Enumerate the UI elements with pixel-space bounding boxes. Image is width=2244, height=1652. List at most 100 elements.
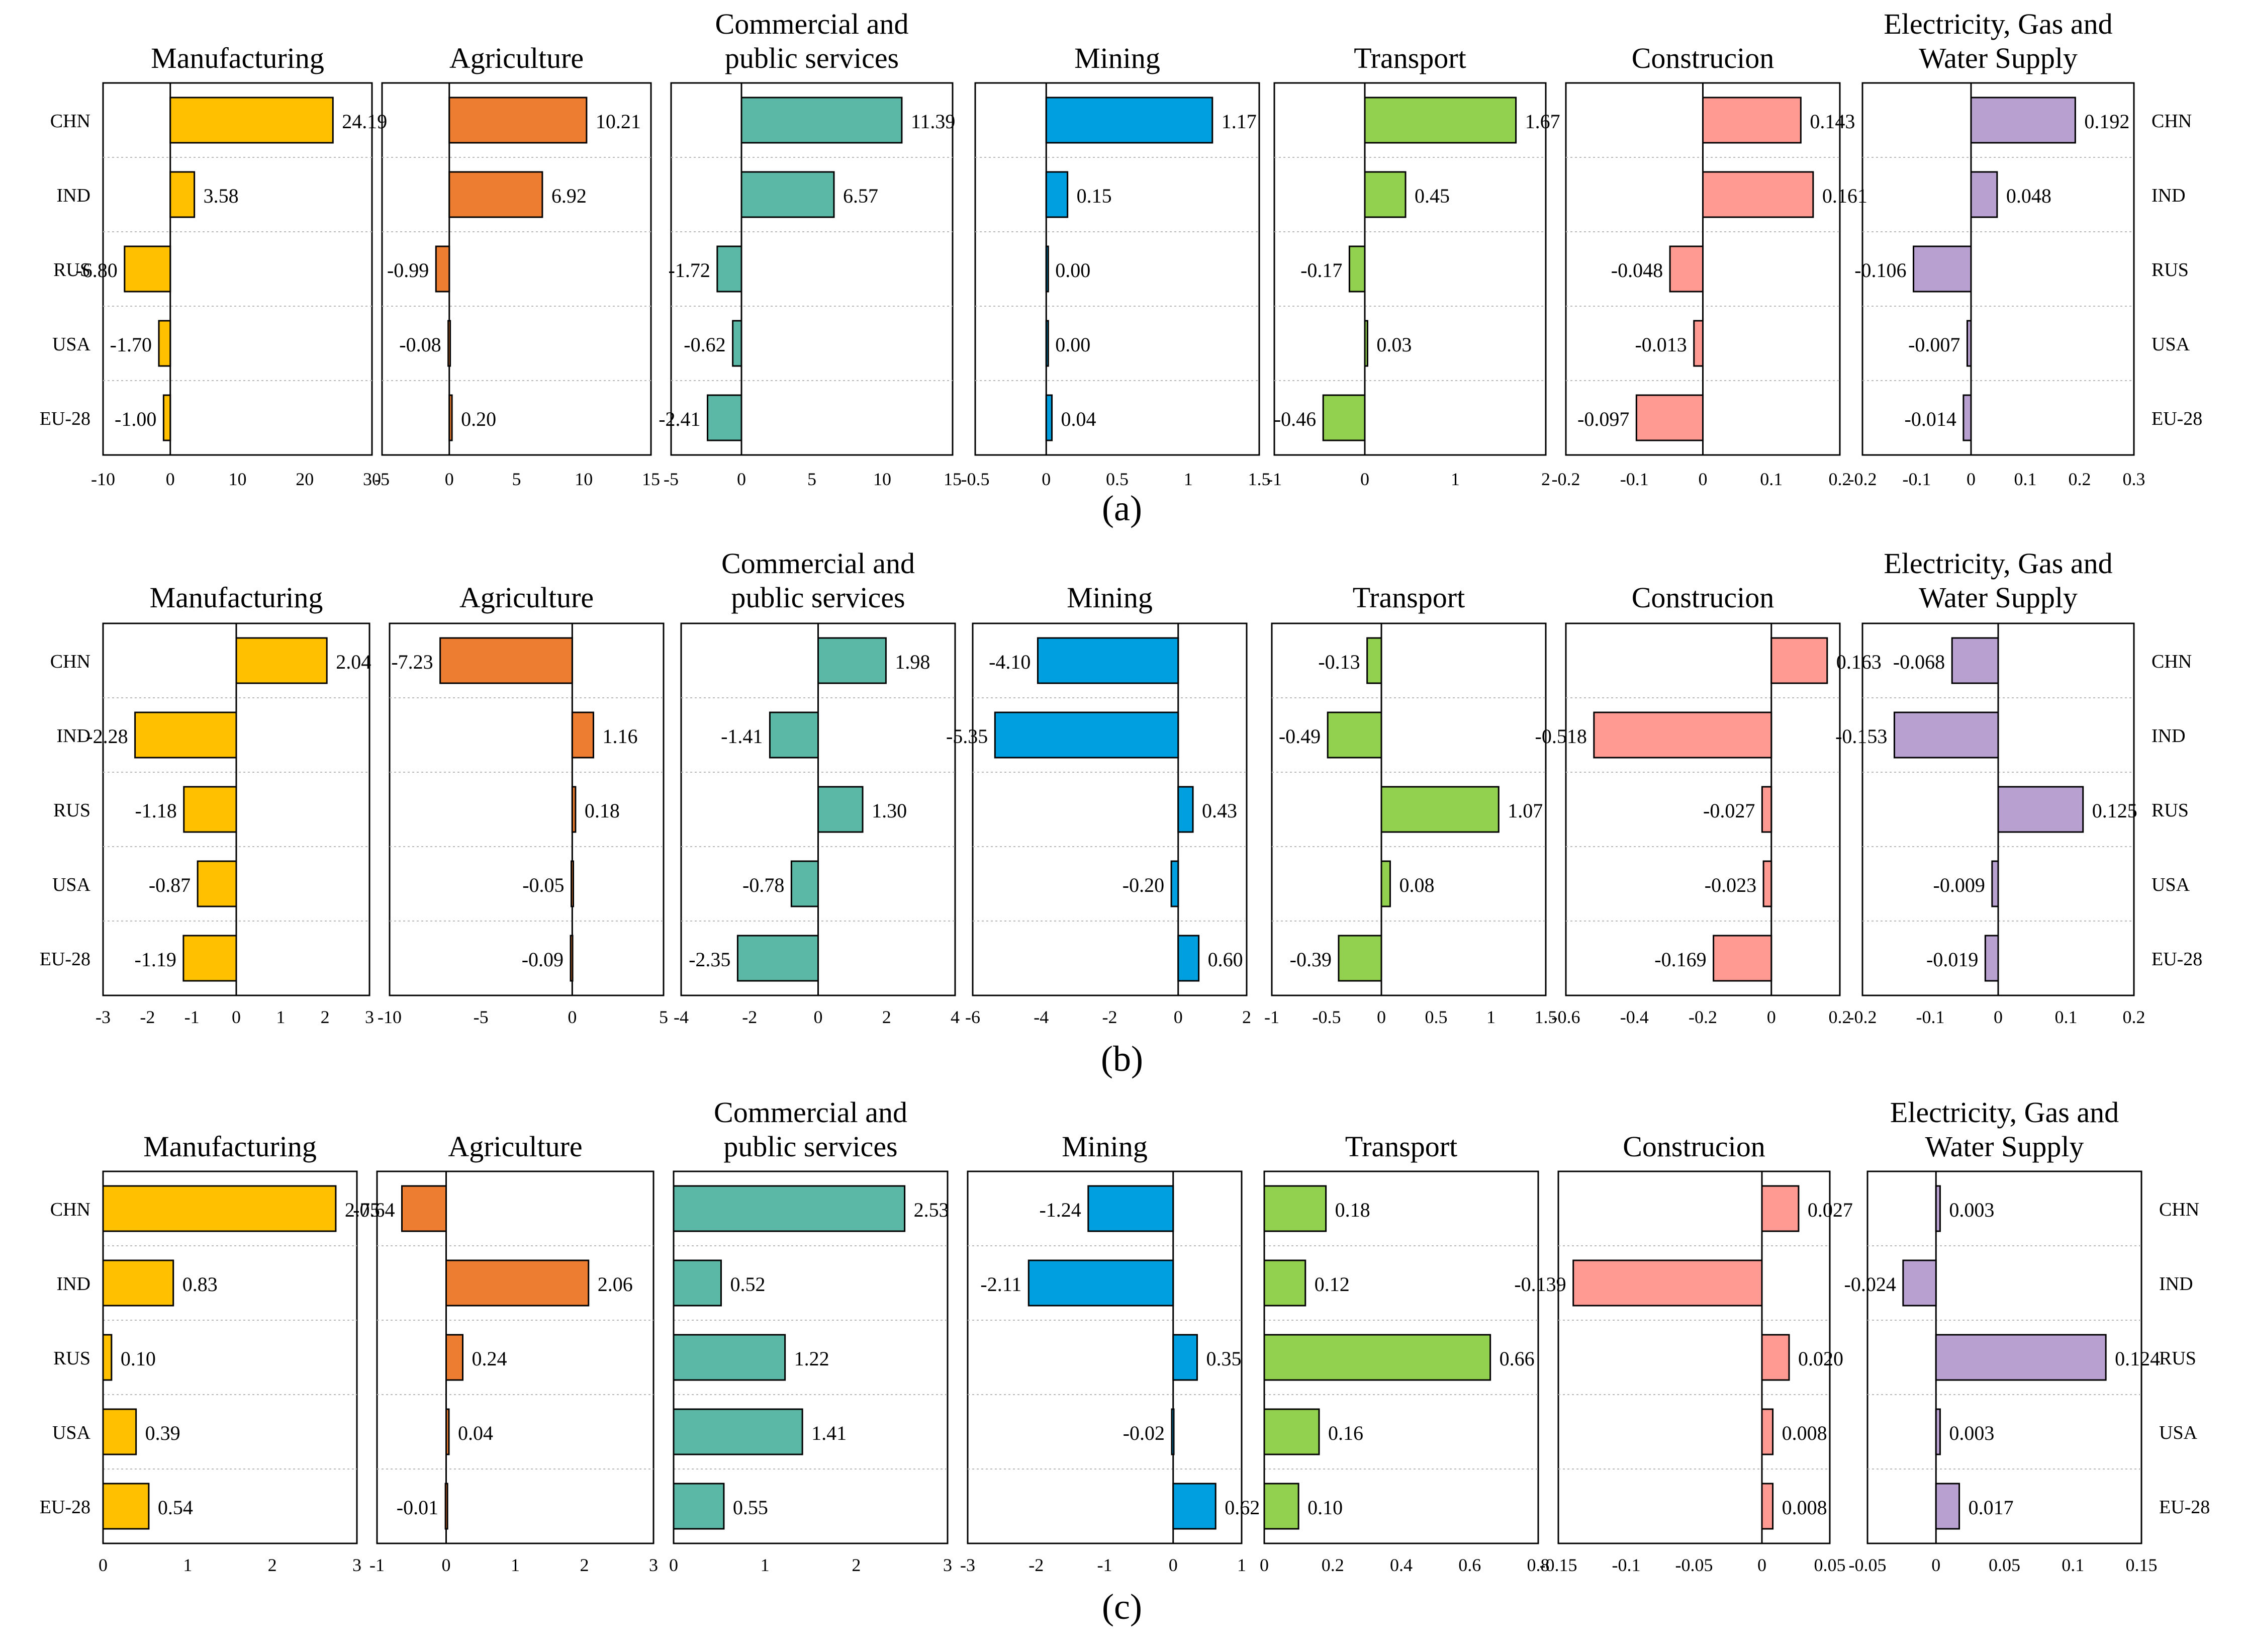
x-tick-label: -4 (1034, 1007, 1049, 1027)
x-tick-label: 0.05 (1814, 1555, 1846, 1575)
bar-eu-28 (1172, 1483, 1217, 1530)
data-label: 0.04 (458, 1422, 493, 1444)
plot-frame (1557, 1170, 1831, 1544)
data-label: -0.46 (1274, 408, 1316, 430)
data-label: -0.024 (1844, 1273, 1896, 1296)
x-tick-label: 0.8 (1527, 1555, 1550, 1575)
data-label: 0.18 (585, 799, 620, 822)
data-label: 3.58 (204, 185, 239, 207)
bar-eu-28 (448, 394, 453, 441)
panel-a-mining: Mining 1.17 0.15 0.00 0.00 0.04 -0.5 0 0.5 1 1.5 (961, 42, 1271, 489)
bar-rus (183, 786, 237, 833)
x-tick-label: -2 (742, 1007, 757, 1027)
data-label: -1.41 (721, 725, 763, 748)
data-label: 11.39 (911, 110, 956, 133)
bar-rus (1669, 245, 1704, 293)
x-tick-label: 20 (296, 469, 314, 489)
data-label: 6.92 (551, 185, 587, 207)
x-tick-label: 0 (1260, 1555, 1269, 1575)
category-label: EU-28 (40, 1497, 90, 1518)
data-label: -0.17 (1300, 259, 1342, 282)
data-label: 0.62 (1225, 1496, 1260, 1519)
data-label: -5.35 (946, 725, 988, 748)
bar-ind (1593, 711, 1772, 759)
x-tick-label: 0.3 (2123, 469, 2145, 489)
bar-chn (439, 637, 573, 684)
panel-title: Manufacturing (150, 581, 323, 614)
bar-eu-28 (444, 1483, 448, 1530)
x-tick-label: 0.2 (2123, 1007, 2145, 1027)
bar-ind (1970, 171, 1998, 218)
x-tick-label: 1 (1184, 469, 1193, 489)
panel-title: Mining (1074, 42, 1160, 74)
category-label: USA (2152, 334, 2190, 355)
data-label: -0.019 (1926, 948, 1978, 971)
x-tick-label: 0.5 (1425, 1007, 1448, 1027)
data-label: 0.18 (1335, 1199, 1370, 1221)
x-tick-label: 0 (1174, 1007, 1183, 1027)
bar-rus (817, 786, 864, 833)
category-label: EU-28 (2152, 949, 2202, 970)
bar-ind (1702, 171, 1814, 218)
data-label: 10.21 (596, 110, 641, 133)
x-tick-label: -4 (674, 1007, 689, 1027)
x-tick-label: -0.1 (1620, 469, 1649, 489)
category-label: EU-28 (2159, 1497, 2210, 1518)
panel-title: Agriculture (448, 1130, 582, 1163)
x-tick-label: 0 (1931, 1555, 1940, 1575)
x-tick-label: 1 (1451, 469, 1460, 489)
x-tick-label: -0.2 (1848, 469, 1877, 489)
bar-rus (102, 1334, 113, 1381)
x-tick-label: -2 (1028, 1555, 1044, 1575)
bar-ind (1902, 1259, 1937, 1307)
data-label: 0.66 (1500, 1347, 1535, 1370)
x-tick-label: -0.6 (1552, 1007, 1580, 1027)
bar-ind (673, 1259, 722, 1307)
panel-title-line: public services (723, 1130, 897, 1163)
category-label: RUS (2152, 259, 2189, 281)
bar-ind (1327, 711, 1382, 759)
bar-eu-28 (1338, 935, 1382, 982)
panel-title-line: Water Supply (1925, 1130, 2084, 1163)
category-label: EU-28 (2152, 408, 2202, 429)
plot-frame (1273, 82, 1547, 456)
bar-eu-28 (1635, 394, 1704, 441)
x-tick-label: 15 (944, 469, 962, 489)
bar-ind (571, 711, 594, 759)
bar-rus (1380, 786, 1500, 833)
bar-chn (1970, 97, 2076, 144)
bar-usa (197, 860, 237, 907)
bar-ind (102, 1259, 174, 1307)
data-label: 2.04 (336, 651, 371, 673)
x-tick-label: -0.5 (1313, 1007, 1341, 1027)
x-tick-label: 5 (659, 1007, 668, 1027)
bar-usa (1364, 320, 1368, 367)
x-tick-label: -1 (1097, 1555, 1112, 1575)
data-label: -0.99 (387, 259, 429, 282)
x-tick-label: 5 (512, 469, 521, 489)
x-tick-label: -0.5 (961, 469, 990, 489)
panel-c-construcion: Construcion 0.027 -0.139 0.020 0.008 0.008 -0.… (1514, 1130, 1853, 1575)
bar-usa (1263, 1408, 1320, 1455)
bar-ind (1045, 171, 1069, 218)
bar-usa (732, 320, 742, 367)
panel-a-transport: Transport 1.67 0.45 -0.17 0.03 -0.46 -1 0 1 2 (1267, 42, 1560, 489)
data-label: -0.097 (1577, 408, 1629, 430)
panel-title-line: Electricity, Gas and (1890, 1096, 2119, 1129)
panel-title: Mining (1067, 581, 1153, 614)
bar-usa (1693, 320, 1704, 367)
bar-chn (673, 1185, 906, 1232)
data-label: 0.161 (1822, 185, 1867, 207)
bar-eu-28 (1935, 1483, 1960, 1530)
data-label: 0.45 (1415, 185, 1450, 207)
data-label: -0.78 (742, 874, 784, 896)
bar-chn (1366, 637, 1382, 684)
data-label: -0.518 (1535, 725, 1587, 748)
panel-c-manufacturing: Manufacturing 2.75 CHN 0.83 IND 0.10 RUS 0.39 US… (40, 1130, 380, 1575)
bar-eu-28 (102, 1483, 150, 1530)
panel-title: Transport (1354, 42, 1466, 74)
